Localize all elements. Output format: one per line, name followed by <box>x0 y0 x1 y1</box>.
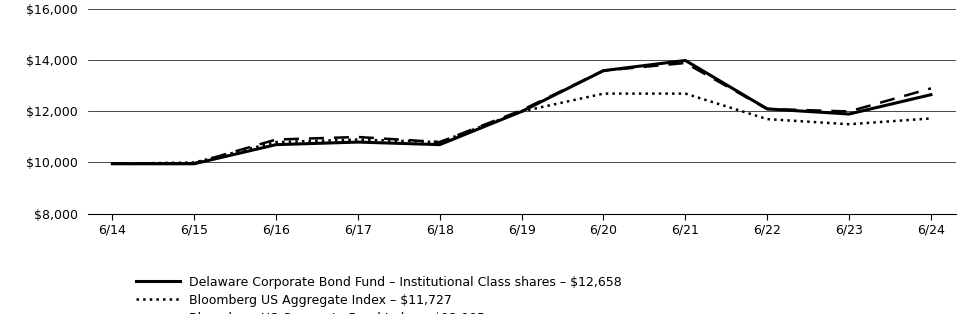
Bloomberg US Aggregate Index – $11,727 <box>352 138 364 141</box>
Bloomberg US Corporate Bond Index – $12,905 <box>270 138 282 141</box>
Bloomberg US Corporate Bond Index – $12,905 <box>188 161 200 165</box>
Delaware Corporate Bond Fund – Institutional Class shares – $12,658 <box>598 69 609 73</box>
Bloomberg US Corporate Bond Index – $12,905 <box>680 61 691 65</box>
Bloomberg US Corporate Bond Index – $12,905 <box>598 69 609 73</box>
Bloomberg US Corporate Bond Index – $12,905 <box>434 140 446 144</box>
Delaware Corporate Bond Fund – Institutional Class shares – $12,658 <box>680 58 691 62</box>
Line: Delaware Corporate Bond Fund – Institutional Class shares – $12,658: Delaware Corporate Bond Fund – Instituti… <box>112 60 931 164</box>
Delaware Corporate Bond Fund – Institutional Class shares – $12,658 <box>843 112 855 116</box>
Bloomberg US Aggregate Index – $11,727 <box>434 140 446 144</box>
Delaware Corporate Bond Fund – Institutional Class shares – $12,658 <box>352 140 364 144</box>
Line: Bloomberg US Corporate Bond Index – $12,905: Bloomberg US Corporate Bond Index – $12,… <box>112 63 931 164</box>
Bloomberg US Aggregate Index – $11,727 <box>925 116 937 120</box>
Bloomberg US Aggregate Index – $11,727 <box>106 162 118 166</box>
Bloomberg US Aggregate Index – $11,727 <box>188 160 200 164</box>
Delaware Corporate Bond Fund – Institutional Class shares – $12,658 <box>188 162 200 166</box>
Bloomberg US Corporate Bond Index – $12,905 <box>761 107 773 111</box>
Bloomberg US Corporate Bond Index – $12,905 <box>843 110 855 113</box>
Bloomberg US Aggregate Index – $11,727 <box>270 140 282 144</box>
Delaware Corporate Bond Fund – Institutional Class shares – $12,658 <box>761 107 773 111</box>
Bloomberg US Corporate Bond Index – $12,905 <box>352 135 364 139</box>
Bloomberg US Aggregate Index – $11,727 <box>516 110 527 113</box>
Line: Bloomberg US Aggregate Index – $11,727: Bloomberg US Aggregate Index – $11,727 <box>112 94 931 164</box>
Delaware Corporate Bond Fund – Institutional Class shares – $12,658 <box>434 143 446 147</box>
Bloomberg US Aggregate Index – $11,727 <box>843 122 855 126</box>
Bloomberg US Corporate Bond Index – $12,905 <box>925 86 937 90</box>
Bloomberg US Aggregate Index – $11,727 <box>598 92 609 95</box>
Delaware Corporate Bond Fund – Institutional Class shares – $12,658 <box>516 110 527 113</box>
Delaware Corporate Bond Fund – Institutional Class shares – $12,658 <box>106 162 118 166</box>
Bloomberg US Aggregate Index – $11,727 <box>680 92 691 95</box>
Bloomberg US Aggregate Index – $11,727 <box>761 117 773 121</box>
Legend: Delaware Corporate Bond Fund – Institutional Class shares – $12,658, Bloomberg U: Delaware Corporate Bond Fund – Instituti… <box>131 271 626 314</box>
Delaware Corporate Bond Fund – Institutional Class shares – $12,658 <box>925 93 937 97</box>
Bloomberg US Corporate Bond Index – $12,905 <box>516 108 527 112</box>
Delaware Corporate Bond Fund – Institutional Class shares – $12,658 <box>270 143 282 147</box>
Bloomberg US Corporate Bond Index – $12,905 <box>106 162 118 166</box>
